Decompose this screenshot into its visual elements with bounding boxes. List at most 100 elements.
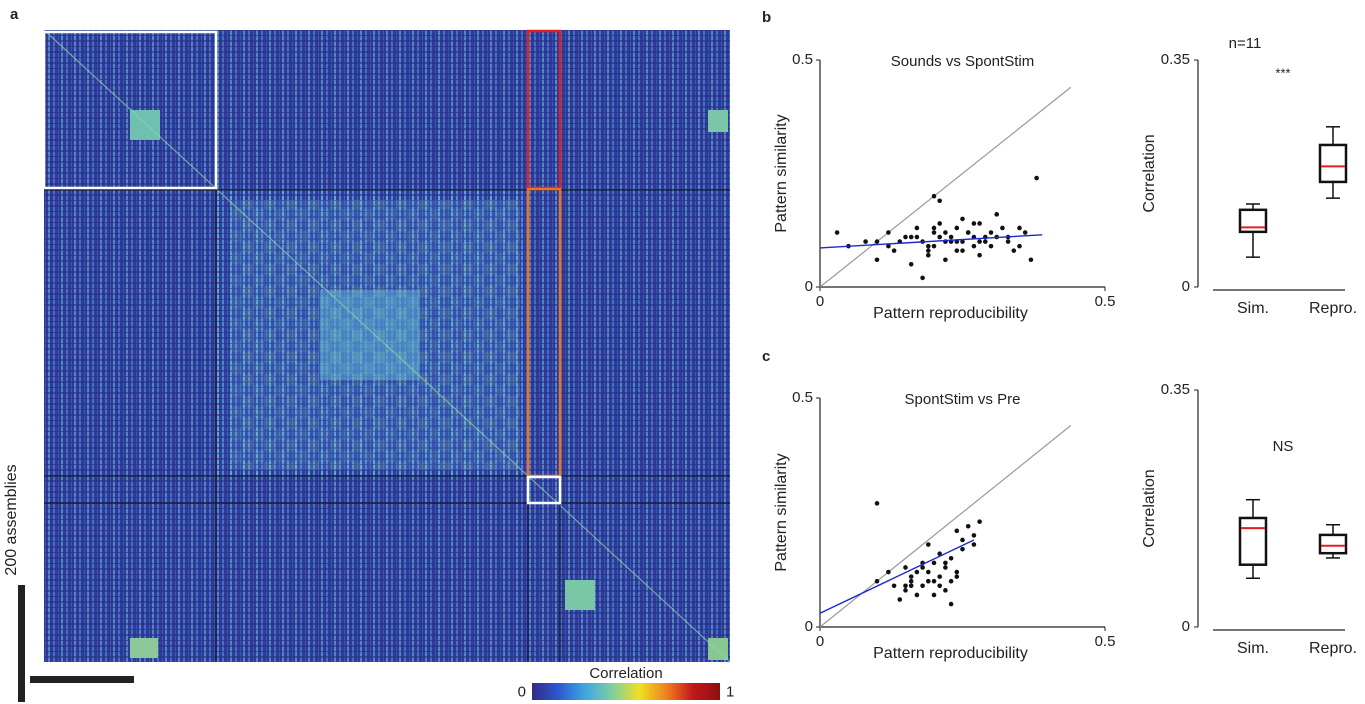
colorbar-label: Correlation (589, 665, 662, 682)
point (948, 234, 954, 240)
point (908, 262, 914, 267)
y-tick-label: 0 (1182, 618, 1190, 635)
point (954, 248, 960, 253)
point (886, 230, 891, 235)
point (954, 528, 960, 534)
point (914, 569, 920, 575)
point (960, 239, 965, 244)
point (943, 565, 948, 570)
point (891, 583, 897, 589)
fit-line (819, 539, 975, 614)
colorbar-tick-label: 1 (726, 683, 734, 700)
point (937, 574, 942, 579)
point (920, 583, 925, 589)
point (971, 221, 977, 226)
x-tick-label: 0 (816, 633, 824, 650)
point (874, 501, 880, 506)
heatmap-image (18, 29, 731, 702)
point (1017, 225, 1022, 231)
y-tick-label: 0 (805, 278, 813, 295)
point (937, 234, 942, 240)
point (926, 252, 931, 258)
point (874, 257, 880, 263)
point (931, 578, 937, 584)
chart-title: Sounds vs SpontStim (891, 53, 1034, 70)
point (948, 578, 954, 584)
point (908, 574, 914, 579)
box (1238, 208, 1268, 234)
y-tick-label: 0.35 (1161, 51, 1190, 68)
point (948, 556, 954, 561)
point (988, 230, 994, 235)
point (943, 230, 948, 235)
point (926, 243, 931, 249)
point (960, 248, 965, 253)
point (983, 239, 988, 244)
point (954, 574, 960, 579)
point (954, 569, 960, 575)
annotation: *** (1275, 65, 1290, 80)
point (863, 239, 868, 244)
point (874, 578, 880, 584)
point (914, 234, 920, 240)
point (886, 569, 891, 575)
point (971, 533, 977, 538)
point (977, 239, 982, 244)
point (914, 592, 920, 598)
x-tick-label: Sim. (1237, 640, 1269, 657)
point (874, 239, 880, 244)
box (1318, 533, 1348, 555)
point (994, 212, 999, 217)
point (943, 560, 948, 566)
point (1011, 248, 1017, 253)
x-tick-label: Repro. (1309, 640, 1357, 657)
colorbar (532, 683, 720, 700)
y-tick-label: 0.5 (792, 389, 813, 406)
chart-title: SpontStim vs Pre (905, 391, 1021, 408)
y-axis-label: Correlation (1141, 134, 1158, 212)
point (926, 248, 931, 253)
point (937, 583, 942, 589)
y-axis-label: Correlation (1141, 469, 1158, 547)
identity-line (819, 86, 1072, 288)
point (971, 542, 977, 547)
y-axis-label: Pattern similarity (773, 114, 790, 232)
point (931, 592, 937, 598)
point (1005, 239, 1011, 244)
point (977, 252, 982, 258)
box (1318, 143, 1348, 184)
point (926, 578, 931, 584)
y-tick-label: 0.35 (1161, 381, 1190, 398)
point (988, 243, 994, 249)
panel-label: b (762, 9, 771, 26)
point (965, 230, 971, 235)
panel-label: a (10, 6, 19, 23)
colorbar-tick-label: 0 (518, 683, 526, 700)
fit-line (819, 234, 1043, 249)
point (937, 198, 942, 204)
point (931, 230, 937, 235)
y-tick-label: 0 (1182, 278, 1190, 295)
x-tick-label: 0.5 (1095, 633, 1116, 650)
point (960, 546, 965, 552)
point (903, 588, 908, 593)
point (908, 234, 914, 240)
panel-label: c (762, 348, 770, 365)
point (1028, 257, 1034, 263)
chart-title: n=11 (1229, 35, 1262, 52)
point (886, 243, 891, 249)
point (834, 230, 840, 235)
annotation: NS (1273, 438, 1294, 455)
point (920, 565, 925, 570)
point (903, 234, 908, 240)
x-tick-label: Sim. (1237, 300, 1269, 317)
point (954, 225, 960, 231)
point (931, 243, 937, 249)
point (903, 583, 908, 589)
y-tick-label: 0 (805, 618, 813, 635)
x-axis-label: Pattern reproducibility (873, 645, 1028, 662)
x-tick-label: 0 (816, 293, 824, 310)
point (931, 193, 937, 199)
x-axis-label: Pattern reproducibility (873, 305, 1028, 322)
